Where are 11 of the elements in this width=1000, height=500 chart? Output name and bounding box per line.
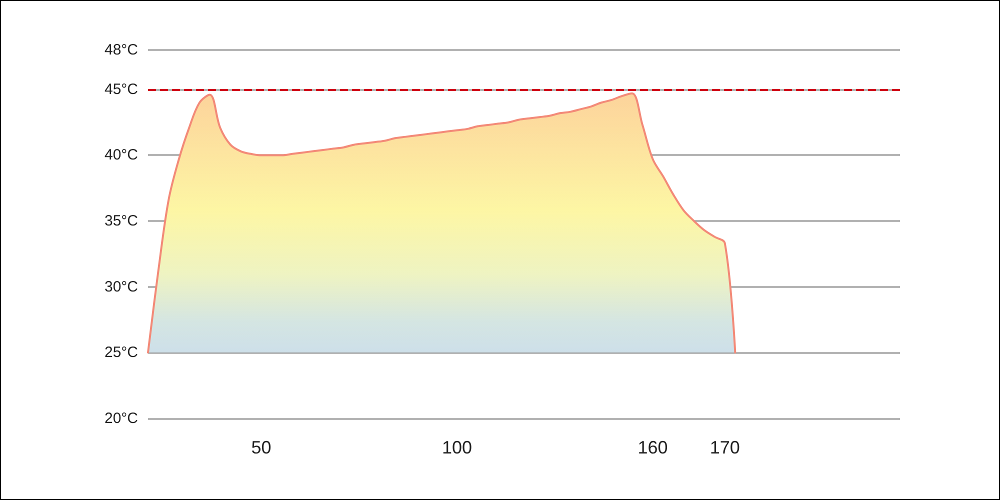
y-tick-label: 30°C — [104, 278, 138, 296]
y-tick-label: 48°C — [104, 42, 138, 58]
y-tick-label: 20°C — [104, 410, 138, 427]
y-tick-label: 25°C — [104, 344, 138, 362]
x-tick-label: 160 — [638, 437, 668, 458]
y-tick-label: 35°C — [104, 212, 138, 230]
y-tick-label: 40°C — [104, 146, 138, 164]
x-tick-label: 170 — [710, 437, 740, 458]
x-tick-label: 50 — [251, 437, 272, 458]
x-tick-label: 100 — [442, 437, 472, 458]
y-tick-label: 45°C — [104, 80, 138, 98]
